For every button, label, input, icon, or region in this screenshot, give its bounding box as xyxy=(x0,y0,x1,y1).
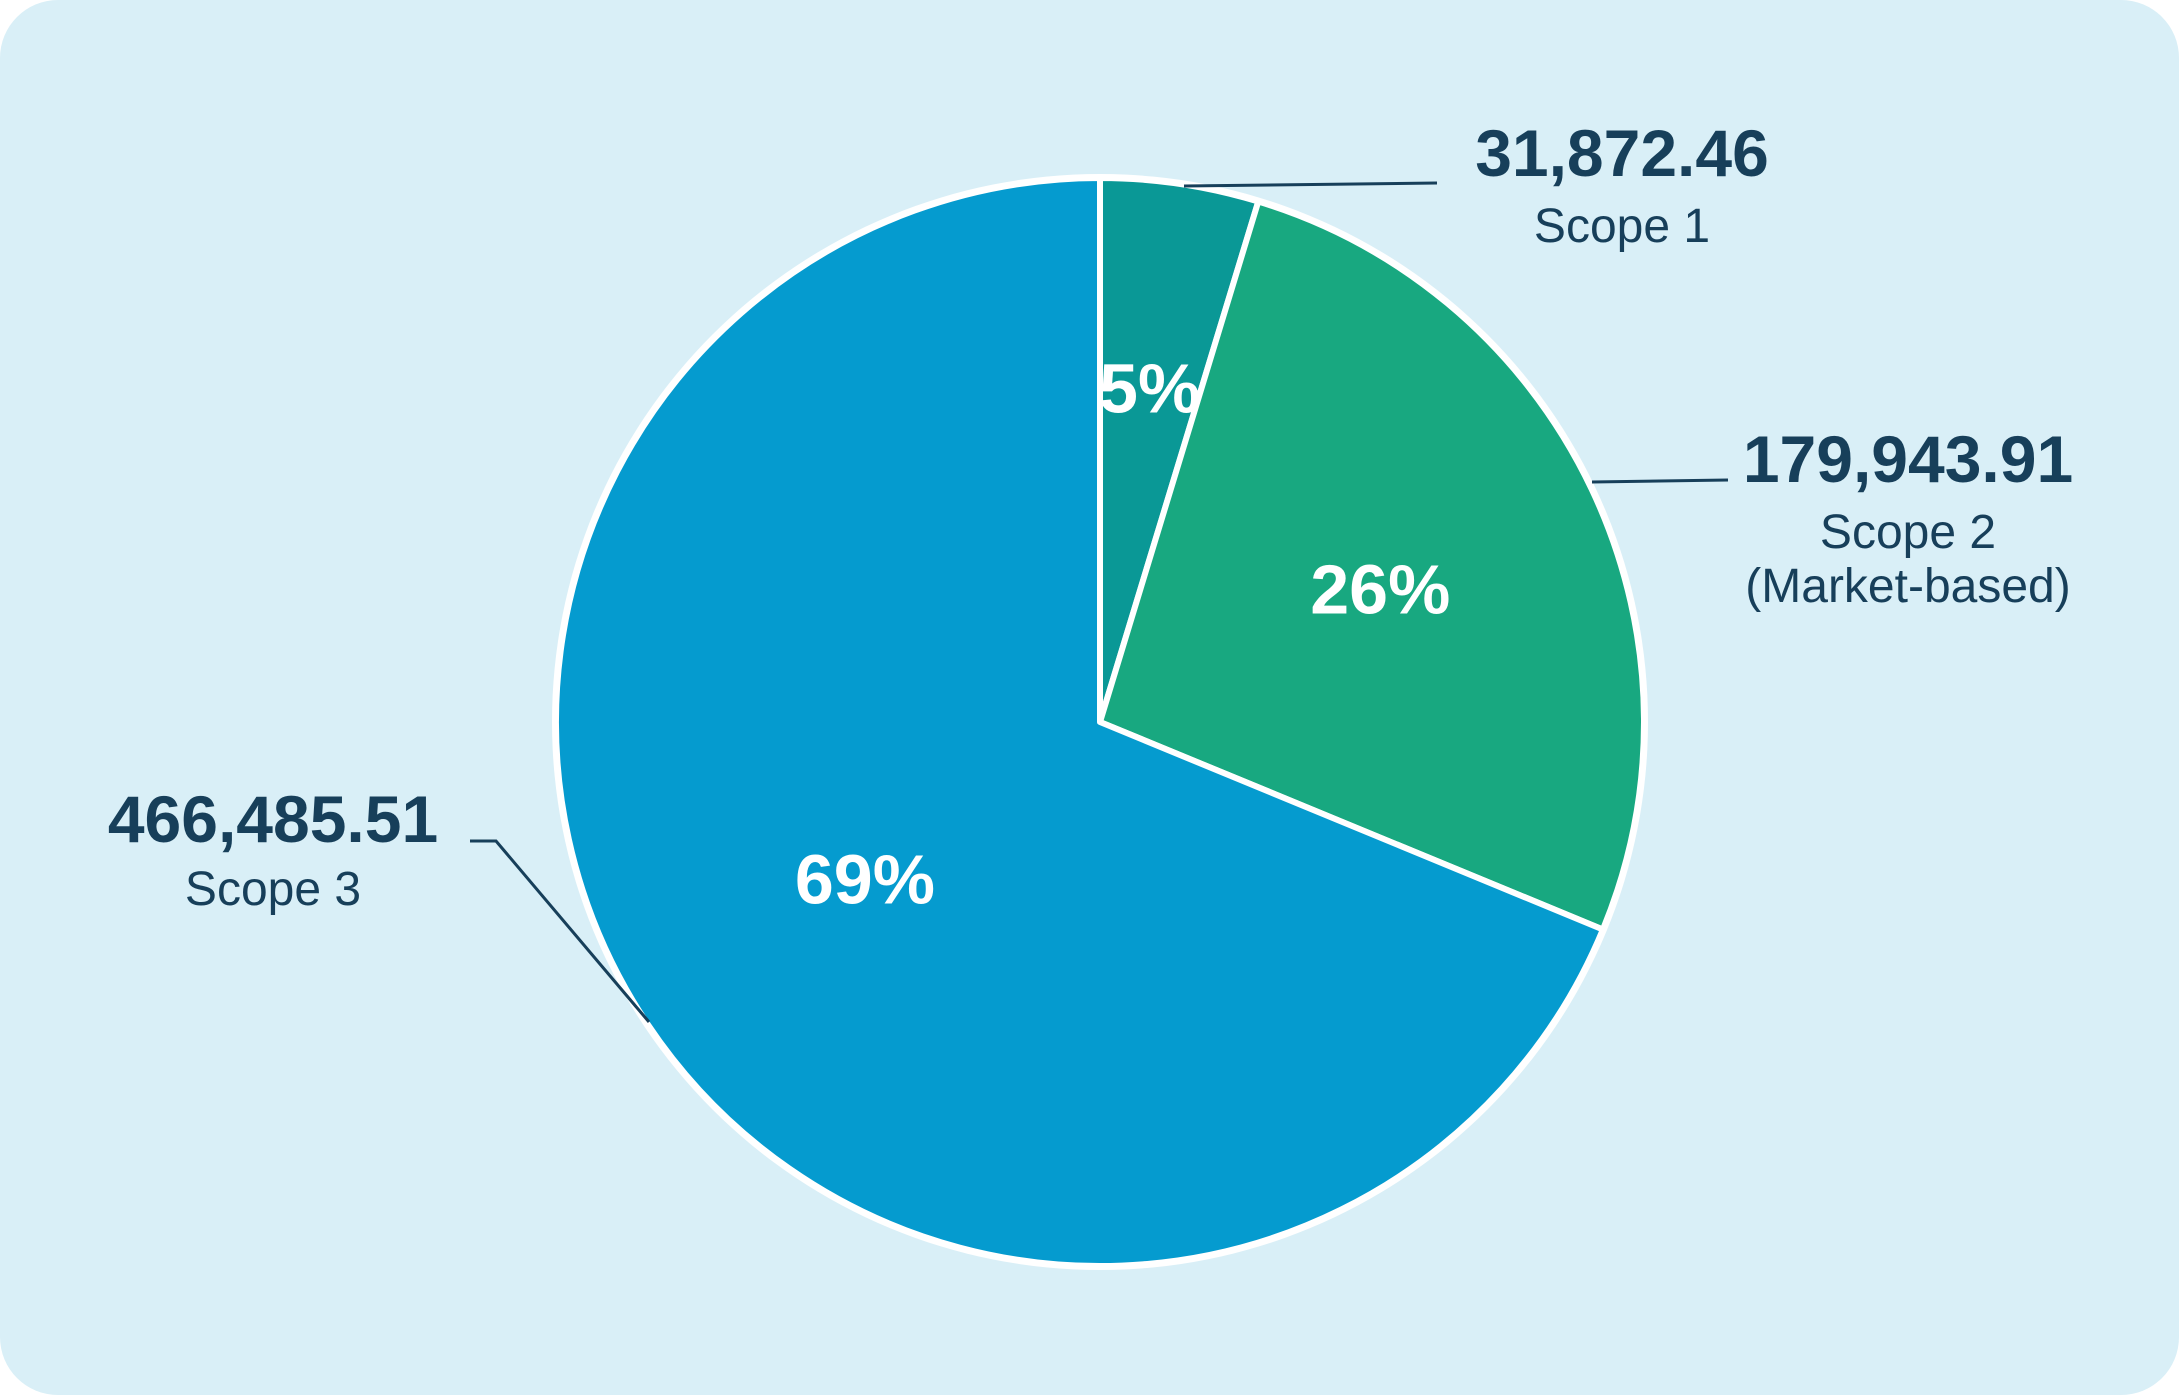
name-label-line2-scope-2: (Market-based) xyxy=(1745,560,2070,613)
percent-label-scope-2: 26% xyxy=(1310,550,1450,628)
percent-label-scope-1: 5% xyxy=(1099,349,1200,427)
pie-slice-scope-2 xyxy=(1097,198,1647,933)
value-label-scope-2: 179,943.91 xyxy=(1743,422,2073,496)
name-label-scope-2: Scope 2 xyxy=(1820,506,1996,559)
leader-line-scope-2 xyxy=(1591,478,1729,484)
leader-line-scope-1 xyxy=(1183,181,1438,188)
pie-slice-scope-3 xyxy=(552,175,1606,1269)
name-label-scope-1: Scope 1 xyxy=(1534,200,1710,253)
percent-label-scope-3: 69% xyxy=(795,840,935,918)
value-label-scope-1: 31,872.46 xyxy=(1475,116,1769,190)
value-label-scope-3: 466,485.51 xyxy=(108,782,438,856)
leader-line-scope-3 xyxy=(470,839,651,1023)
name-label-scope-3: Scope 3 xyxy=(185,863,361,916)
